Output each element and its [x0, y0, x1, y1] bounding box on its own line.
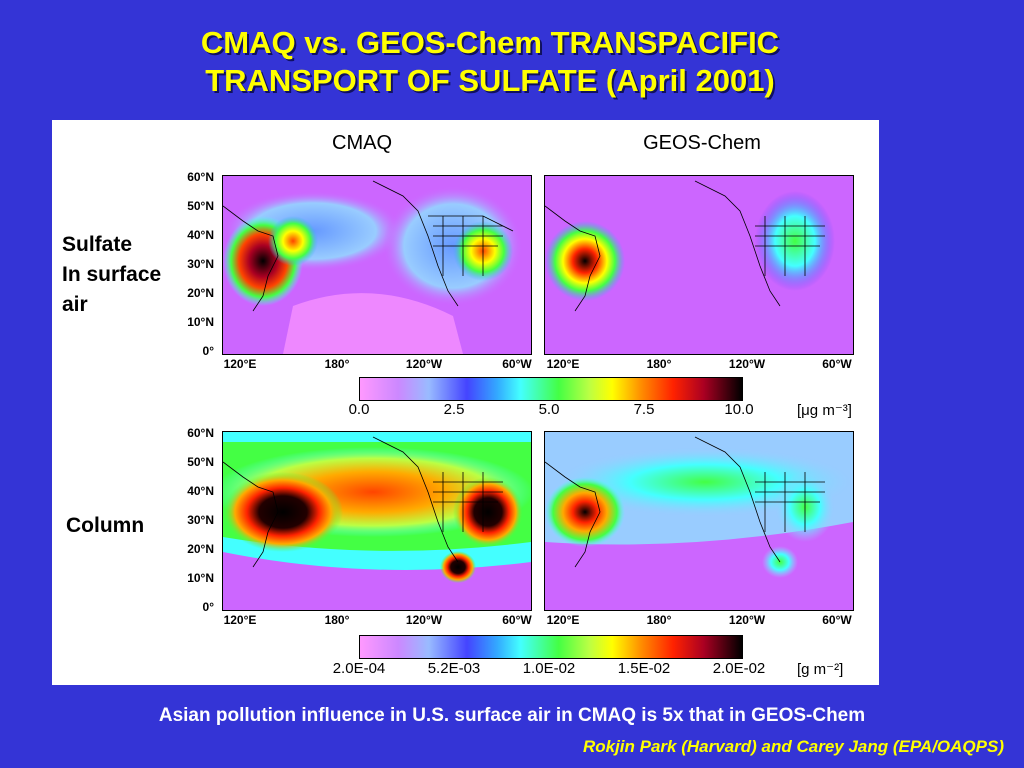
lat-tick: 40°N — [187, 228, 214, 242]
slide-credit: Rokjin Park (Harvard) and Carey Jang (EP… — [582, 737, 1004, 756]
column-colorbar-unit: [g m⁻²] — [797, 661, 844, 678]
lat-tick: 60°N — [187, 426, 214, 440]
lat-tick: 60°N — [187, 170, 214, 184]
map-cmaq-surface — [222, 175, 532, 355]
title-line-2: TRANSPORT OF SULFATE (April 2001) — [205, 63, 775, 98]
colorbar-tick: 7.5 — [633, 401, 655, 418]
lat-tick: 40°N — [187, 484, 214, 498]
lon-tick: 120°W — [405, 613, 443, 627]
row-label-surface-line-3: air — [62, 293, 88, 316]
lon-tick: 180° — [324, 357, 350, 371]
lon-tick: 120°E — [546, 357, 580, 371]
lon-tick: 120°E — [223, 613, 257, 627]
lon-tick: 60°W — [502, 613, 532, 627]
map-geoschem-surface — [544, 175, 854, 355]
lat-tick: 30°N — [187, 513, 214, 527]
map-geoschem-column — [544, 431, 854, 611]
lat-tick: 20°N — [187, 286, 214, 300]
colorbar-tick: 5.2E-03 — [427, 660, 481, 677]
lat-tick: 30°N — [187, 257, 214, 271]
colorbar-tick: 2.0E-04 — [332, 660, 386, 677]
colorbar-tick: 2.0E-02 — [712, 660, 766, 677]
lat-tick: 10°N — [187, 315, 214, 329]
lon-tick: 120°E — [223, 357, 257, 371]
map-cmaq-column — [222, 431, 532, 611]
column-header-cmaq: CMAQ — [332, 132, 392, 154]
row-label-surface-line-2: In surface — [62, 263, 162, 286]
colorbar-tick: 5.0 — [538, 401, 560, 418]
lon-tick: 60°W — [822, 357, 852, 371]
surface-colorbar-unit: [μg m⁻³] — [797, 402, 852, 419]
figure-panel: CMAQ GEOS-Chem Sulfate In surface air Co… — [52, 120, 879, 685]
slide-subtitle: Asian pollution influence in U.S. surfac… — [158, 705, 866, 726]
surface-colorbar — [359, 377, 743, 401]
lon-tick: 60°W — [502, 357, 532, 371]
colorbar-tick: 1.5E-02 — [617, 660, 671, 677]
lat-tick: 20°N — [187, 542, 214, 556]
column-header-geos-chem: GEOS-Chem — [643, 132, 761, 154]
column-colorbar — [359, 635, 743, 659]
lon-tick: 120°W — [728, 357, 766, 371]
title-line-1: CMAQ vs. GEOS-Chem TRANSPACIFIC — [200, 25, 780, 60]
lon-tick: 60°W — [822, 613, 852, 627]
lon-tick: 120°W — [405, 357, 443, 371]
colorbar-tick: 0.0 — [348, 401, 370, 418]
lon-tick: 180° — [646, 357, 672, 371]
lon-tick: 180° — [324, 613, 350, 627]
lat-tick: 10°N — [187, 571, 214, 585]
slide-title: CMAQ vs. GEOS-Chem TRANSPACIFIC TRANSPOR… — [0, 24, 980, 100]
lat-tick: 0° — [202, 600, 214, 614]
colorbar-tick: 10.0 — [724, 401, 754, 418]
row-label-surface-line-1: Sulfate — [62, 233, 133, 256]
colorbar-tick: 1.0E-02 — [522, 660, 576, 677]
lat-tick: 0° — [202, 344, 214, 358]
lon-tick: 120°E — [546, 613, 580, 627]
row-label-surface: Sulfate In surface air — [62, 230, 161, 320]
lat-tick: 50°N — [187, 199, 214, 213]
lat-tick: 50°N — [187, 455, 214, 469]
colorbar-tick: 2.5 — [443, 401, 465, 418]
row-label-column: Column — [66, 514, 145, 537]
lon-tick: 180° — [646, 613, 672, 627]
lon-tick: 120°W — [728, 613, 766, 627]
